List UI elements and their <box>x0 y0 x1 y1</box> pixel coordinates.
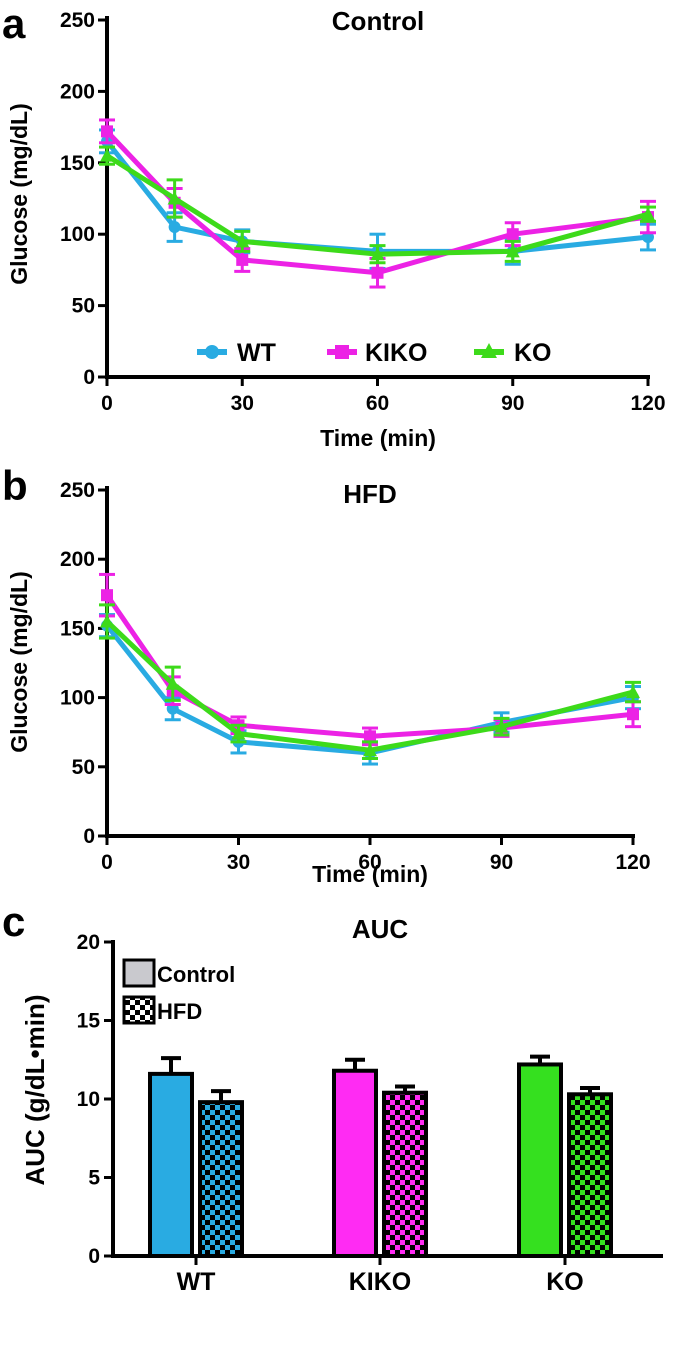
x-tick-label: 120 <box>630 392 665 415</box>
x-tick-label: 0 <box>101 392 113 415</box>
x-tick-label: KO <box>546 1268 584 1296</box>
y-tick-label: 150 <box>60 152 95 175</box>
checkered-swatch-icon <box>122 995 156 1025</box>
series-line <box>105 153 649 257</box>
x-tick-label: 30 <box>231 392 254 415</box>
y-tick-label: 0 <box>83 825 95 848</box>
panel-b-hfd-line-chart: b HFD Glucose (mg/dL) Time (min) 0 50 100 1… <box>2 462 651 887</box>
data-point <box>168 221 181 234</box>
panel-letter-a: a <box>2 0 26 47</box>
data-point <box>101 589 113 602</box>
data-point <box>165 676 180 690</box>
y-axis-title: Glucose (mg/dL) <box>6 103 32 284</box>
x-axis-title: Time (min) <box>320 425 436 451</box>
data-point <box>370 247 385 261</box>
legend-item-control: Control <box>122 958 235 988</box>
chart-title: Control <box>332 6 424 36</box>
y-tick-label: 0 <box>88 1245 100 1268</box>
x-tick-label: 60 <box>366 392 389 415</box>
data-point <box>236 253 249 266</box>
data-point <box>626 685 640 699</box>
x-tick-label: 90 <box>490 851 513 874</box>
x-tick-label: 0 <box>101 851 113 874</box>
y-tick-label: 200 <box>60 80 95 103</box>
data-point <box>371 266 384 279</box>
data-point <box>494 719 509 733</box>
series-ko <box>99 603 641 760</box>
bar-control <box>148 1071 194 1258</box>
data-point <box>235 234 250 248</box>
y-tick-label: 20 <box>77 931 100 954</box>
bar-control <box>517 1062 563 1258</box>
plot-area: 0 50 100 150 200 250 0 30 60 90 120 <box>60 9 666 415</box>
data-point <box>100 614 114 628</box>
solid-swatch-icon <box>122 958 156 988</box>
data-point <box>363 743 377 757</box>
panel-a-control-line-chart: a Control Glucose (mg/dL) Time (min) 0 50… <box>2 0 666 451</box>
panel-letter-b: b <box>2 462 28 509</box>
y-tick-label: 250 <box>60 9 95 32</box>
data-point <box>627 708 639 721</box>
data-point <box>231 726 246 740</box>
y-tick-label: 15 <box>77 1010 101 1033</box>
y-tick-label: 5 <box>88 1167 100 1190</box>
x-tick-label: KIKO <box>349 1268 412 1296</box>
y-tick-label: 0 <box>83 366 95 389</box>
legend-label-wt: WT <box>237 339 276 367</box>
x-tick-label: 30 <box>227 851 250 874</box>
legend-label-ko: KO <box>514 339 552 367</box>
chart-title: AUC <box>352 914 409 944</box>
x-tick-label: WT <box>177 1268 216 1296</box>
bar-control <box>332 1068 378 1258</box>
data-point <box>364 730 376 743</box>
x-axis-title: Time (min) <box>312 861 428 887</box>
bar-group-kiko: KIKO <box>332 1057 428 1296</box>
series-line <box>105 619 634 753</box>
bar-hfd <box>382 1090 428 1258</box>
y-tick-label: 10 <box>77 1088 100 1111</box>
y-tick-label: 50 <box>72 295 95 318</box>
y-tick-label: 100 <box>60 687 95 710</box>
circle-marker-icon <box>205 345 219 359</box>
bar-hfd <box>198 1100 244 1259</box>
plot-area: 0 5 10 15 20 WT KIKO KO <box>77 931 663 1296</box>
data-point <box>100 148 114 162</box>
data-point <box>167 191 182 205</box>
chart-title: HFD <box>343 479 396 509</box>
panel-c-auc-bar-chart: c AUC AUC (g/dL•min) 0 5 10 15 20 WT KIKO KO Co… <box>2 898 663 1296</box>
square-marker-icon <box>335 345 349 359</box>
y-axis-title: Glucose (mg/dL) <box>6 571 32 752</box>
y-tick-label: 50 <box>72 756 95 779</box>
panel-letter-c: c <box>2 898 25 945</box>
y-tick-label: 250 <box>60 479 95 502</box>
y-tick-label: 150 <box>60 617 95 640</box>
legend-item-ko: KO <box>474 339 552 367</box>
bar-group-ko: KO <box>517 1054 613 1296</box>
plot-area: 0 50 100 150 200 250 0 30 60 90 120 <box>60 479 651 874</box>
y-tick-label: 200 <box>60 548 95 571</box>
legend-label-control: Control <box>157 962 235 987</box>
legend-item-wt: WT <box>197 339 276 367</box>
data-point <box>506 228 519 241</box>
bar-group-wt: WT <box>148 1056 244 1296</box>
legend-item-hfd: HFD <box>122 995 202 1025</box>
x-tick-label: 90 <box>501 392 524 415</box>
data-point <box>641 207 655 221</box>
triangle-marker-icon <box>481 343 497 358</box>
legend: Control HFD <box>122 958 235 1025</box>
legend: WT KIKO KO <box>197 339 552 367</box>
series-ko <box>99 145 656 265</box>
legend-label-kiko: KIKO <box>365 339 428 367</box>
legend-label-hfd: HFD <box>157 999 202 1024</box>
data-point <box>101 125 113 138</box>
x-tick-label: 60 <box>358 851 381 874</box>
y-axis-title: AUC (g/dL•min) <box>20 994 50 1185</box>
y-tick-label: 100 <box>60 223 95 246</box>
bar-hfd <box>567 1092 613 1259</box>
legend-item-kiko: KIKO <box>327 339 428 367</box>
data-point <box>505 244 520 258</box>
x-tick-label: 120 <box>615 851 650 874</box>
